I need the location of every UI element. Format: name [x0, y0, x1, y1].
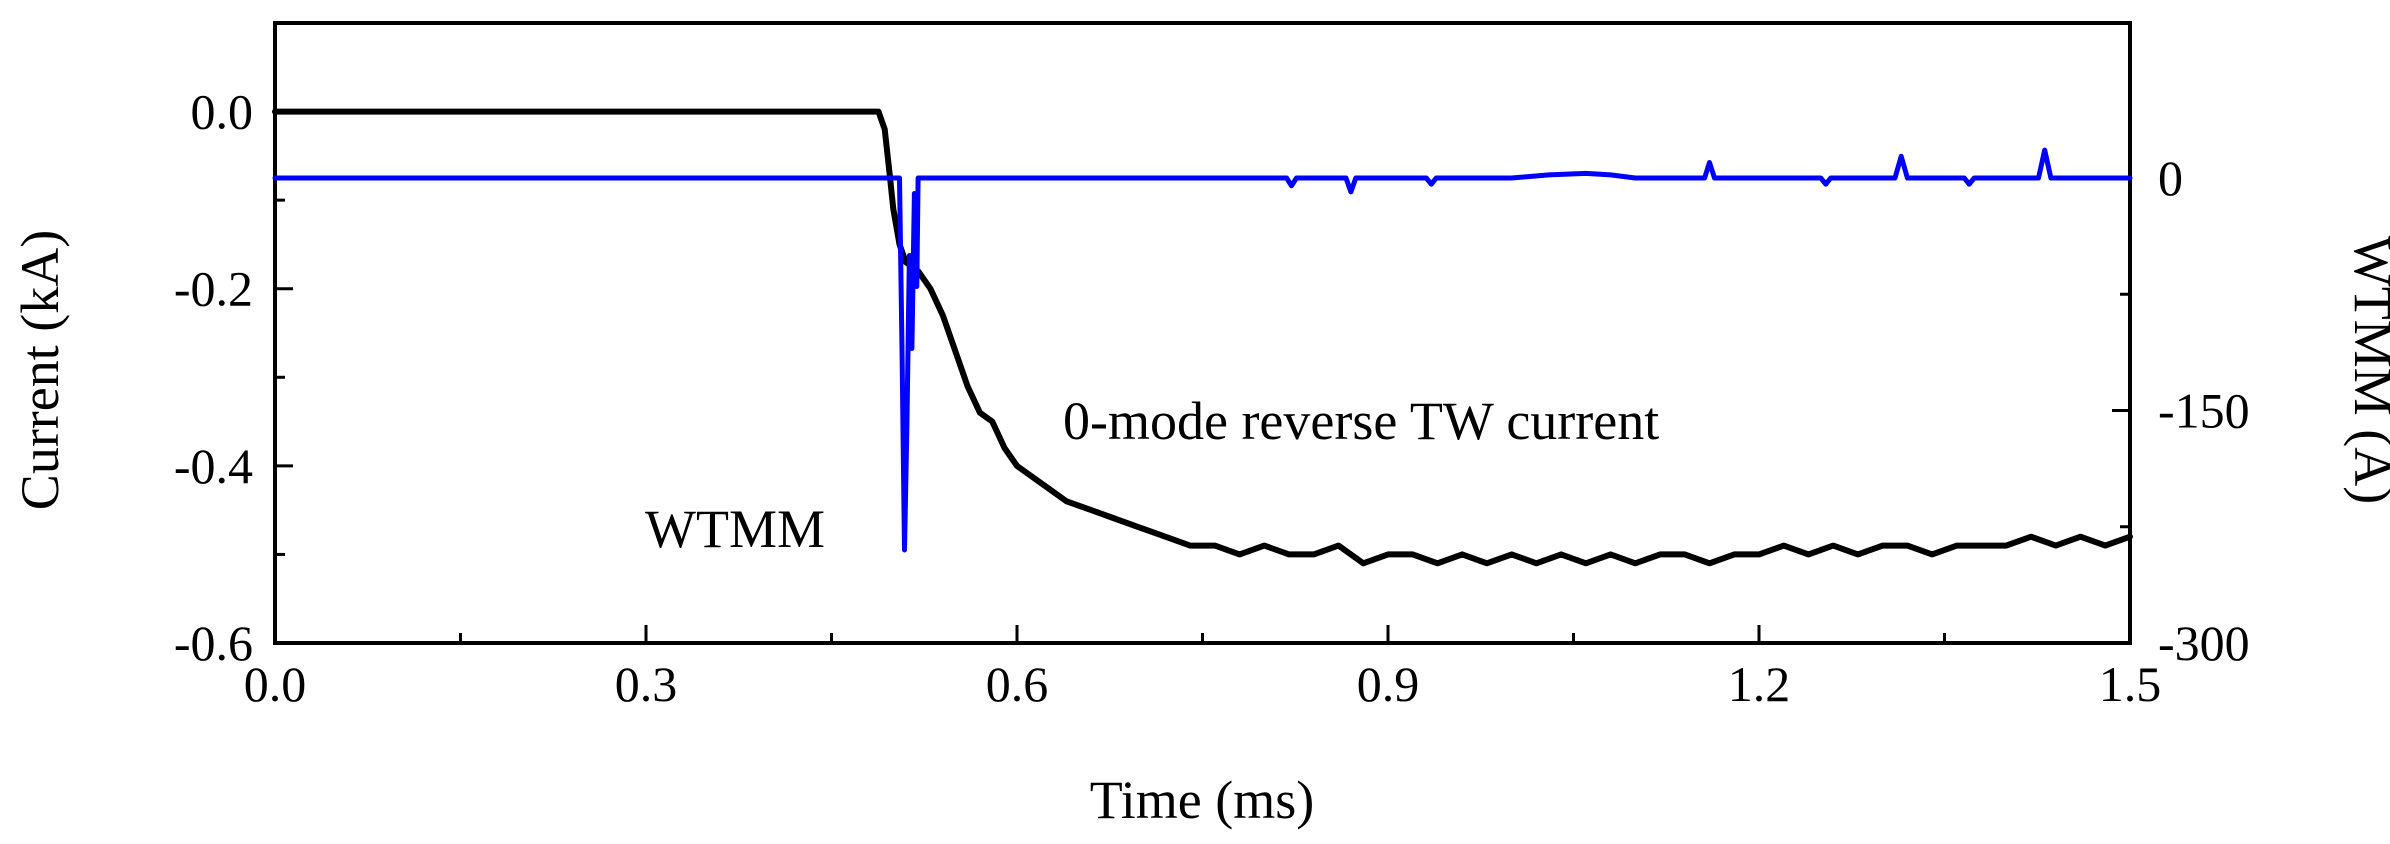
y2-axis-ticks: 0 -150 -300 — [2112, 150, 2250, 671]
y2-tick-label: -150 — [2158, 383, 2250, 439]
x-tick-label: 1.5 — [2099, 656, 2162, 712]
y2-axis-title: WTMM (A) — [2343, 236, 2390, 504]
x-tick-label: 0.0 — [244, 656, 307, 712]
y2-tick-label: -300 — [2158, 615, 2250, 671]
y-tick-label: -0.2 — [174, 261, 253, 317]
annotation-tw-current: 0-mode reverse TW current — [1063, 391, 1659, 451]
y-tick-label: -0.6 — [174, 615, 253, 671]
series-line-wtmm — [272, 147, 2133, 553]
x-tick-label: 1.2 — [1728, 656, 1791, 712]
x-axis-title: Time (ms) — [1090, 770, 1315, 830]
x-tick-label: 0.3 — [615, 656, 678, 712]
y-axis-title: Current (kA) — [10, 230, 70, 510]
x-axis-ticks: 0.0 0.3 0.6 0.9 1.2 1.5 — [244, 625, 2162, 712]
series-layer — [272, 108, 2133, 567]
annotation-wtmm: WTMM — [645, 499, 825, 559]
y-tick-label: -0.4 — [174, 438, 253, 494]
y-tick-label: 0.0 — [191, 84, 254, 140]
y2-tick-label: 0 — [2158, 150, 2183, 206]
x-tick-label: 0.6 — [986, 656, 1049, 712]
x-tick-label: 0.9 — [1357, 656, 1420, 712]
